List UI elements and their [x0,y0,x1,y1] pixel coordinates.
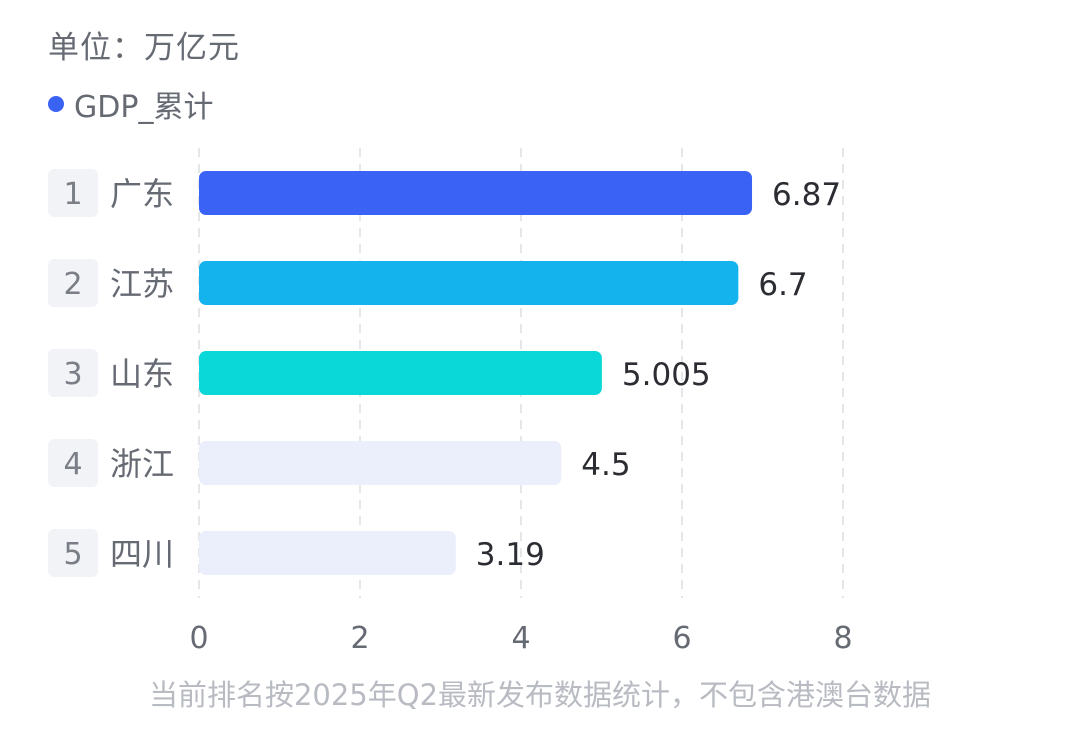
rank-number: 3 [63,357,82,392]
legend-label: GDP_累计 [74,90,214,125]
rank-number: 2 [63,267,82,302]
rank-badge [48,349,98,397]
x-tick-label: 2 [350,621,369,656]
rank-number: 5 [63,537,82,572]
category-label: 浙江 [110,445,174,483]
rank-number: 4 [63,447,82,482]
category-label: 山东 [110,355,174,393]
data-label: 3.19 [476,537,545,573]
data-label: 4.5 [581,447,630,483]
x-tick-label: 0 [189,621,208,656]
bar [199,351,602,395]
data-label: 6.7 [758,267,807,303]
bar [199,531,456,575]
category-label: 四川 [110,535,174,573]
bar [199,441,562,485]
legend[interactable]: GDP_累计 [48,82,213,126]
rank-badge [48,169,98,217]
rank-badge [48,259,98,307]
bar [199,261,739,305]
unit-label: 单位：万亿元 [48,30,240,66]
rank-number: 1 [63,177,82,212]
rank-badge [48,529,98,577]
data-label: 5.005 [622,357,711,393]
x-tick-label: 6 [672,621,691,656]
category-label: 广东 [110,175,174,213]
x-tick-label: 8 [833,621,852,656]
footnote: 当前排名按2025年Q2最新发布数据统计，不包含港澳台数据 [148,678,932,712]
category-label: 江苏 [110,265,174,303]
data-label: 6.87 [772,177,841,213]
rank-badge [48,439,98,487]
x-tick-label: 4 [511,621,530,656]
legend-marker-icon [48,96,64,112]
bar [199,171,753,215]
